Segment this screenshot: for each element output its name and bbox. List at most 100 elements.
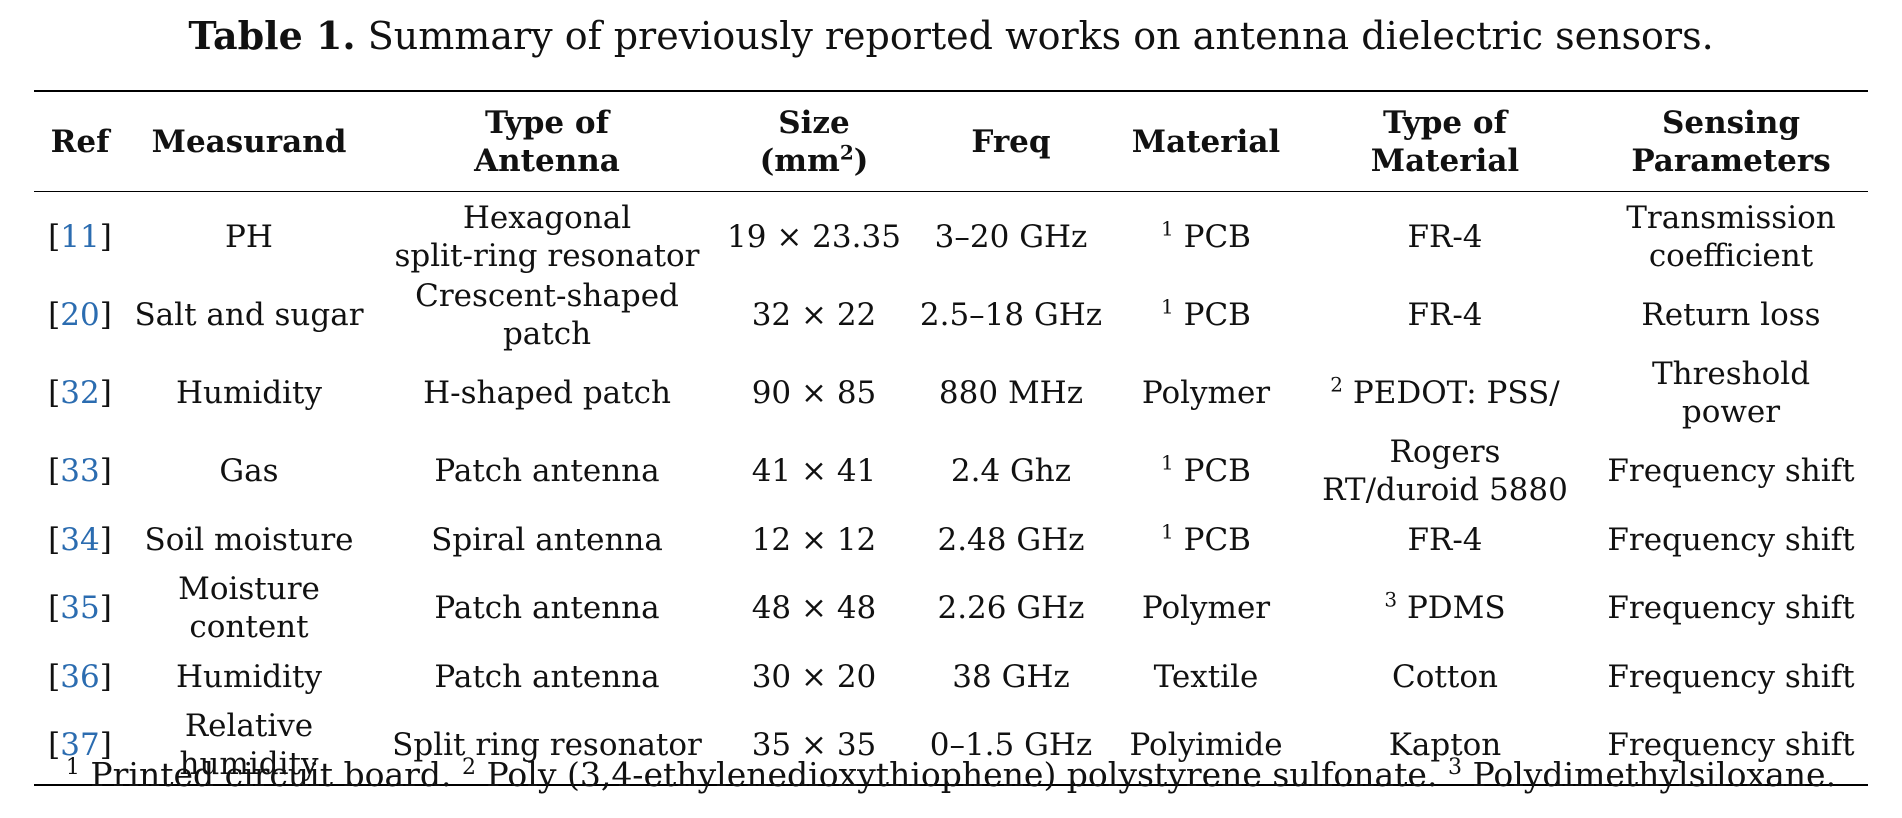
cell-ref: [20] (48, 297, 112, 333)
cell-measurand: Moisture content (178, 571, 320, 645)
table-row: [20] Salt and sugar Crescent-shaped patch 32… (34, 276, 1868, 354)
cell-ref: [32] (48, 375, 112, 411)
cell-size: 90 × 85 (751, 375, 877, 411)
cell-antenna-type: Split ring resonator (392, 727, 702, 763)
cell-antenna-type: H-shaped patch (423, 375, 671, 411)
cell-freq: 880 MHz (938, 375, 1084, 411)
header-sensing-parameters: Sensing Parameters (1631, 104, 1831, 179)
header-size: Size (mm2) (759, 104, 869, 179)
cell-measurand: Relative humidity (179, 708, 319, 782)
cell-freq: 3–20 GHz (934, 219, 1088, 255)
cell-sensing-parameters: Frequency shift (1607, 727, 1855, 763)
ref-link[interactable]: 34 (60, 521, 100, 558)
cell-ref: [11] (48, 219, 112, 255)
cell-material: Textile (1153, 658, 1259, 695)
cell-antenna-type: Patch antenna (434, 658, 660, 695)
cell-sensing-parameters: Frequency shift (1607, 590, 1855, 626)
footnote-mark: 1 (1161, 519, 1174, 544)
table-row: [32] Humidity H-shaped patch 90 × 85 880 MHz… (34, 354, 1868, 432)
cell-size: 48 × 48 (751, 590, 877, 626)
cell-freq: 2.5–18 GHz (919, 297, 1103, 333)
cell-antenna-type: Crescent-shaped patch (415, 278, 679, 352)
cell-material-type: FR-4 (1407, 219, 1483, 255)
cell-material-type: FR-4 (1407, 297, 1483, 333)
footnote-item: 1 Printed circuit board. (65, 755, 452, 794)
table-caption: Table 1. Summary of previously reported … (0, 10, 1902, 62)
cell-ref: [36] (48, 658, 112, 695)
cell-material: 1 PCB (1161, 216, 1251, 255)
cell-freq: 0–1.5 GHz (929, 727, 1093, 763)
header-type-of-antenna: Type of Antenna (474, 104, 620, 179)
ref-link[interactable]: 20 (60, 297, 100, 333)
cell-size: 35 × 35 (751, 727, 877, 763)
footnote-mark: 2 (1330, 372, 1343, 397)
cell-sensing-parameters: Frequency shift (1607, 453, 1855, 489)
cell-freq: 2.4 Ghz (950, 453, 1072, 489)
ref-link[interactable]: 37 (60, 727, 100, 763)
cell-material-type: FR-4 (1407, 521, 1483, 558)
cell-ref: [35] (48, 590, 112, 626)
cell-material-type: Cotton (1392, 658, 1498, 695)
cell-size: 12 × 12 (751, 521, 877, 558)
header-type-of-material: Type of Material (1370, 104, 1520, 179)
ref-link[interactable]: 11 (60, 219, 100, 255)
header-freq: Freq (971, 123, 1051, 160)
footnote-mark: 1 (1161, 294, 1174, 319)
footnote-mark: 1 (1161, 450, 1174, 475)
cell-measurand: Salt and sugar (134, 297, 364, 333)
cell-material: 1 PCB (1161, 450, 1251, 489)
cell-sensing-parameters: Return loss (1641, 297, 1821, 333)
footnote-item: 2 Poly (3,4-ethylenedioxythiophene) poly… (462, 755, 1438, 794)
cell-antenna-type: Patch antenna (434, 453, 660, 489)
cell-sensing-parameters: Frequency shift (1607, 658, 1855, 695)
ref-link[interactable]: 32 (60, 375, 100, 411)
cell-material: 1 PCB (1161, 519, 1251, 558)
ref-link[interactable]: 36 (60, 658, 100, 695)
cell-size: 30 × 20 (751, 658, 877, 695)
ref-link[interactable]: 35 (60, 590, 100, 626)
cell-antenna-type: Patch antenna (434, 590, 660, 626)
cell-material: Polymer (1141, 375, 1271, 411)
table-footnotes: 1 Printed circuit board. 2 Poly (3,4-eth… (0, 754, 1902, 796)
cell-measurand: PH (225, 219, 273, 255)
table-row: [37] Relative humidity Split ring resonator… (34, 706, 1868, 785)
header-measurand: Measurand (151, 123, 347, 160)
cell-material-type: 3 PDMS (1384, 587, 1506, 626)
cell-material: Polymer (1141, 590, 1271, 626)
summary-table: Ref Measurand Type of Antenna Size (mm2)… (34, 90, 1868, 786)
cell-size: 32 × 22 (751, 297, 877, 333)
ref-link[interactable]: 33 (60, 453, 100, 489)
cell-freq: 38 GHz (952, 658, 1070, 695)
cell-freq: 2.26 GHz (937, 590, 1085, 626)
cell-sensing-parameters: Transmission coefficient (1626, 200, 1836, 274)
cell-freq: 2.48 GHz (937, 521, 1085, 558)
cell-sensing-parameters: Threshold power (1651, 356, 1811, 430)
cell-antenna-type: Spiral antenna (431, 521, 663, 558)
table-row: [33] Gas Patch antenna 41 × 41 2.4 Ghz 1 PCB R… (34, 432, 1868, 510)
table-body: [11] PH Hexagonal split-ring resonator 19 × … (34, 192, 1868, 785)
cell-antenna-type: Hexagonal split-ring resonator (394, 200, 700, 274)
cell-size: 19 × 23.35 (727, 219, 901, 255)
cell-material: Polyimide (1129, 727, 1283, 763)
table-header-row: Ref Measurand Type of Antenna Size (mm2)… (34, 91, 1868, 192)
footnote-item: 3 Polydimethylsiloxane. (1447, 755, 1837, 794)
cell-measurand: Soil moisture (144, 521, 354, 558)
header-ref: Ref (50, 123, 110, 160)
table-row: [36] Humidity Patch antenna 30 × 20 38 GHz Te… (34, 647, 1868, 706)
cell-ref: [33] (48, 453, 112, 489)
cell-material-type: 2 PEDOT: PSS/ (1330, 372, 1560, 411)
cell-size: 41 × 41 (751, 453, 877, 489)
table-row: [35] Moisture content Patch antenna 48 × 48 2… (34, 569, 1868, 647)
table-caption-label: Table 1. (188, 13, 356, 58)
table-row: [11] PH Hexagonal split-ring resonator 19 × … (34, 192, 1868, 277)
cell-material-type: Kapton (1388, 727, 1502, 763)
footnote-mark: 1 (1161, 216, 1174, 241)
footnote-mark: 3 (1384, 587, 1398, 612)
cell-ref: [34] (48, 521, 112, 558)
cell-material: 1 PCB (1161, 294, 1251, 333)
cell-material-type: Rogers RT/duroid 5880 (1322, 434, 1568, 508)
header-material: Material (1131, 123, 1281, 160)
cell-ref: [37] (48, 727, 112, 763)
cell-measurand: Humidity (175, 375, 323, 411)
